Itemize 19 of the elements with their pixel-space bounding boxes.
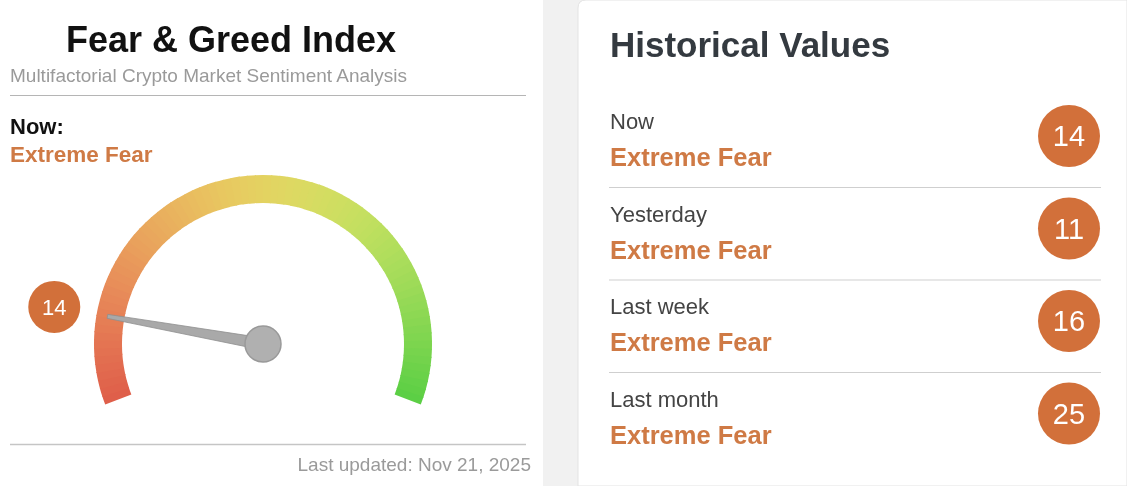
text: Fear & Greed Index bbox=[66, 19, 397, 60]
text: Multifactorial Crypto Market Sentiment Analysis bbox=[10, 65, 408, 86]
data-label: 25 bbox=[1052, 397, 1086, 430]
category-label: Now bbox=[610, 109, 655, 134]
text: Extreme Fear bbox=[610, 143, 772, 171]
text: Historical Values bbox=[610, 25, 891, 64]
data-label: 16 bbox=[1052, 305, 1086, 338]
text: Extreme Fear bbox=[10, 142, 153, 167]
category-label: Last month bbox=[610, 386, 719, 412]
data-label: 14 bbox=[1052, 120, 1086, 153]
data-label: 11 bbox=[1053, 212, 1085, 245]
category-label: Last week bbox=[610, 294, 711, 319]
data-label: 14 bbox=[42, 294, 67, 320]
text: Extreme Fear bbox=[610, 235, 772, 264]
text: Last updated: Nov 21, 2025 bbox=[297, 454, 531, 475]
text: Extreme Fear bbox=[610, 420, 772, 449]
text: Now: bbox=[10, 114, 64, 139]
text: Extreme Fear bbox=[610, 328, 772, 356]
category-label: Yesterday bbox=[610, 201, 708, 227]
